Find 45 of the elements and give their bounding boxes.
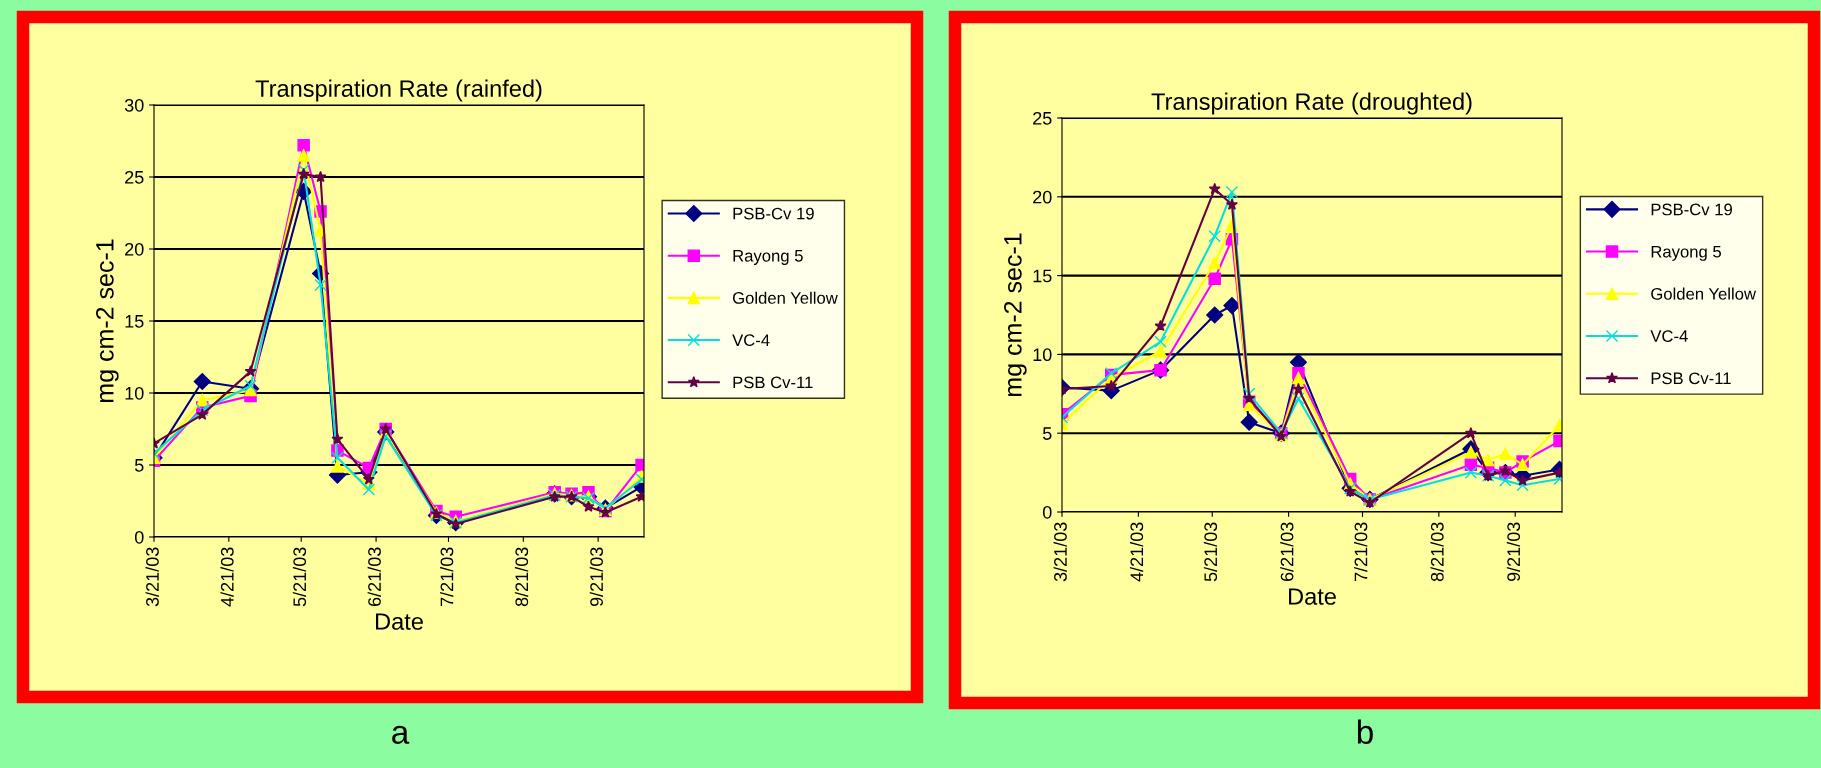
legend-label: PSB-Cv 19 [1651,203,1732,216]
y-tick-label: 20 [1033,190,1052,204]
x-tick-label: 5/21/03 [1203,522,1218,582]
x-axis-title: Date [376,613,423,630]
chart-title: Transpiration Rate (droughted) [1151,92,1472,115]
y-axis-title: mg cm-2 sec-1 [1004,233,1027,396]
y-tick-label: 0 [134,530,144,544]
y-tick-label: 5 [134,459,144,472]
legend-label: Rayong 5 [1651,245,1721,261]
x-tick-label: 9/21/03 [589,547,603,607]
legend-label: VC-4 [1650,330,1688,342]
x-tick-label: 7/21/03 [1354,522,1368,582]
y-tick-label: 15 [1033,269,1052,283]
legend-label: Golden Yellow [732,291,838,304]
x-tick-label: 8/21/03 [514,547,529,607]
chart-title: Transpiration Rate (rainfed) [255,79,542,102]
x-tick-label: 4/21/03 [220,547,234,607]
text: b [1357,719,1373,744]
x-axis-title: Date [1289,588,1336,605]
x-tick-label: 5/21/03 [292,547,307,607]
y-tick-label: 0 [1042,505,1052,519]
x-tick-label: 6/21/03 [367,547,381,607]
legend-label: Golden Yellow [1651,287,1757,300]
x-tick-label: 3/21/03 [145,547,159,607]
x-tick-label: 9/21/03 [1506,522,1521,582]
y-tick-label: 30 [124,98,144,112]
x-tick-label: 7/21/03 [440,547,454,607]
legend-label: PSB-Cv 19 [733,207,814,220]
y-tick-label: 10 [125,386,144,400]
text: a [392,725,410,744]
legend-label: PSB Cv-11 [733,376,813,389]
legend-label: VC-4 [732,334,770,347]
y-tick-label: 5 [1042,427,1052,440]
legend-label: PSB Cv-11 [1651,372,1731,385]
x-tick-label: 8/21/03 [1430,522,1444,582]
legend-label: Rayong 5 [733,250,803,265]
y-tick-label: 25 [125,170,144,184]
x-tick-label: 6/21/03 [1280,522,1294,582]
y-tick-label: 15 [125,315,144,328]
y-axis-title: mg cm-2 sec-1 [96,239,119,402]
x-tick-label: 4/21/03 [1129,522,1144,582]
y-tick-label: 20 [125,242,144,256]
x-tick-label: 3/21/03 [1053,522,1067,582]
y-tick-label: 10 [1033,348,1052,362]
y-tick-label: 25 [1033,111,1052,125]
